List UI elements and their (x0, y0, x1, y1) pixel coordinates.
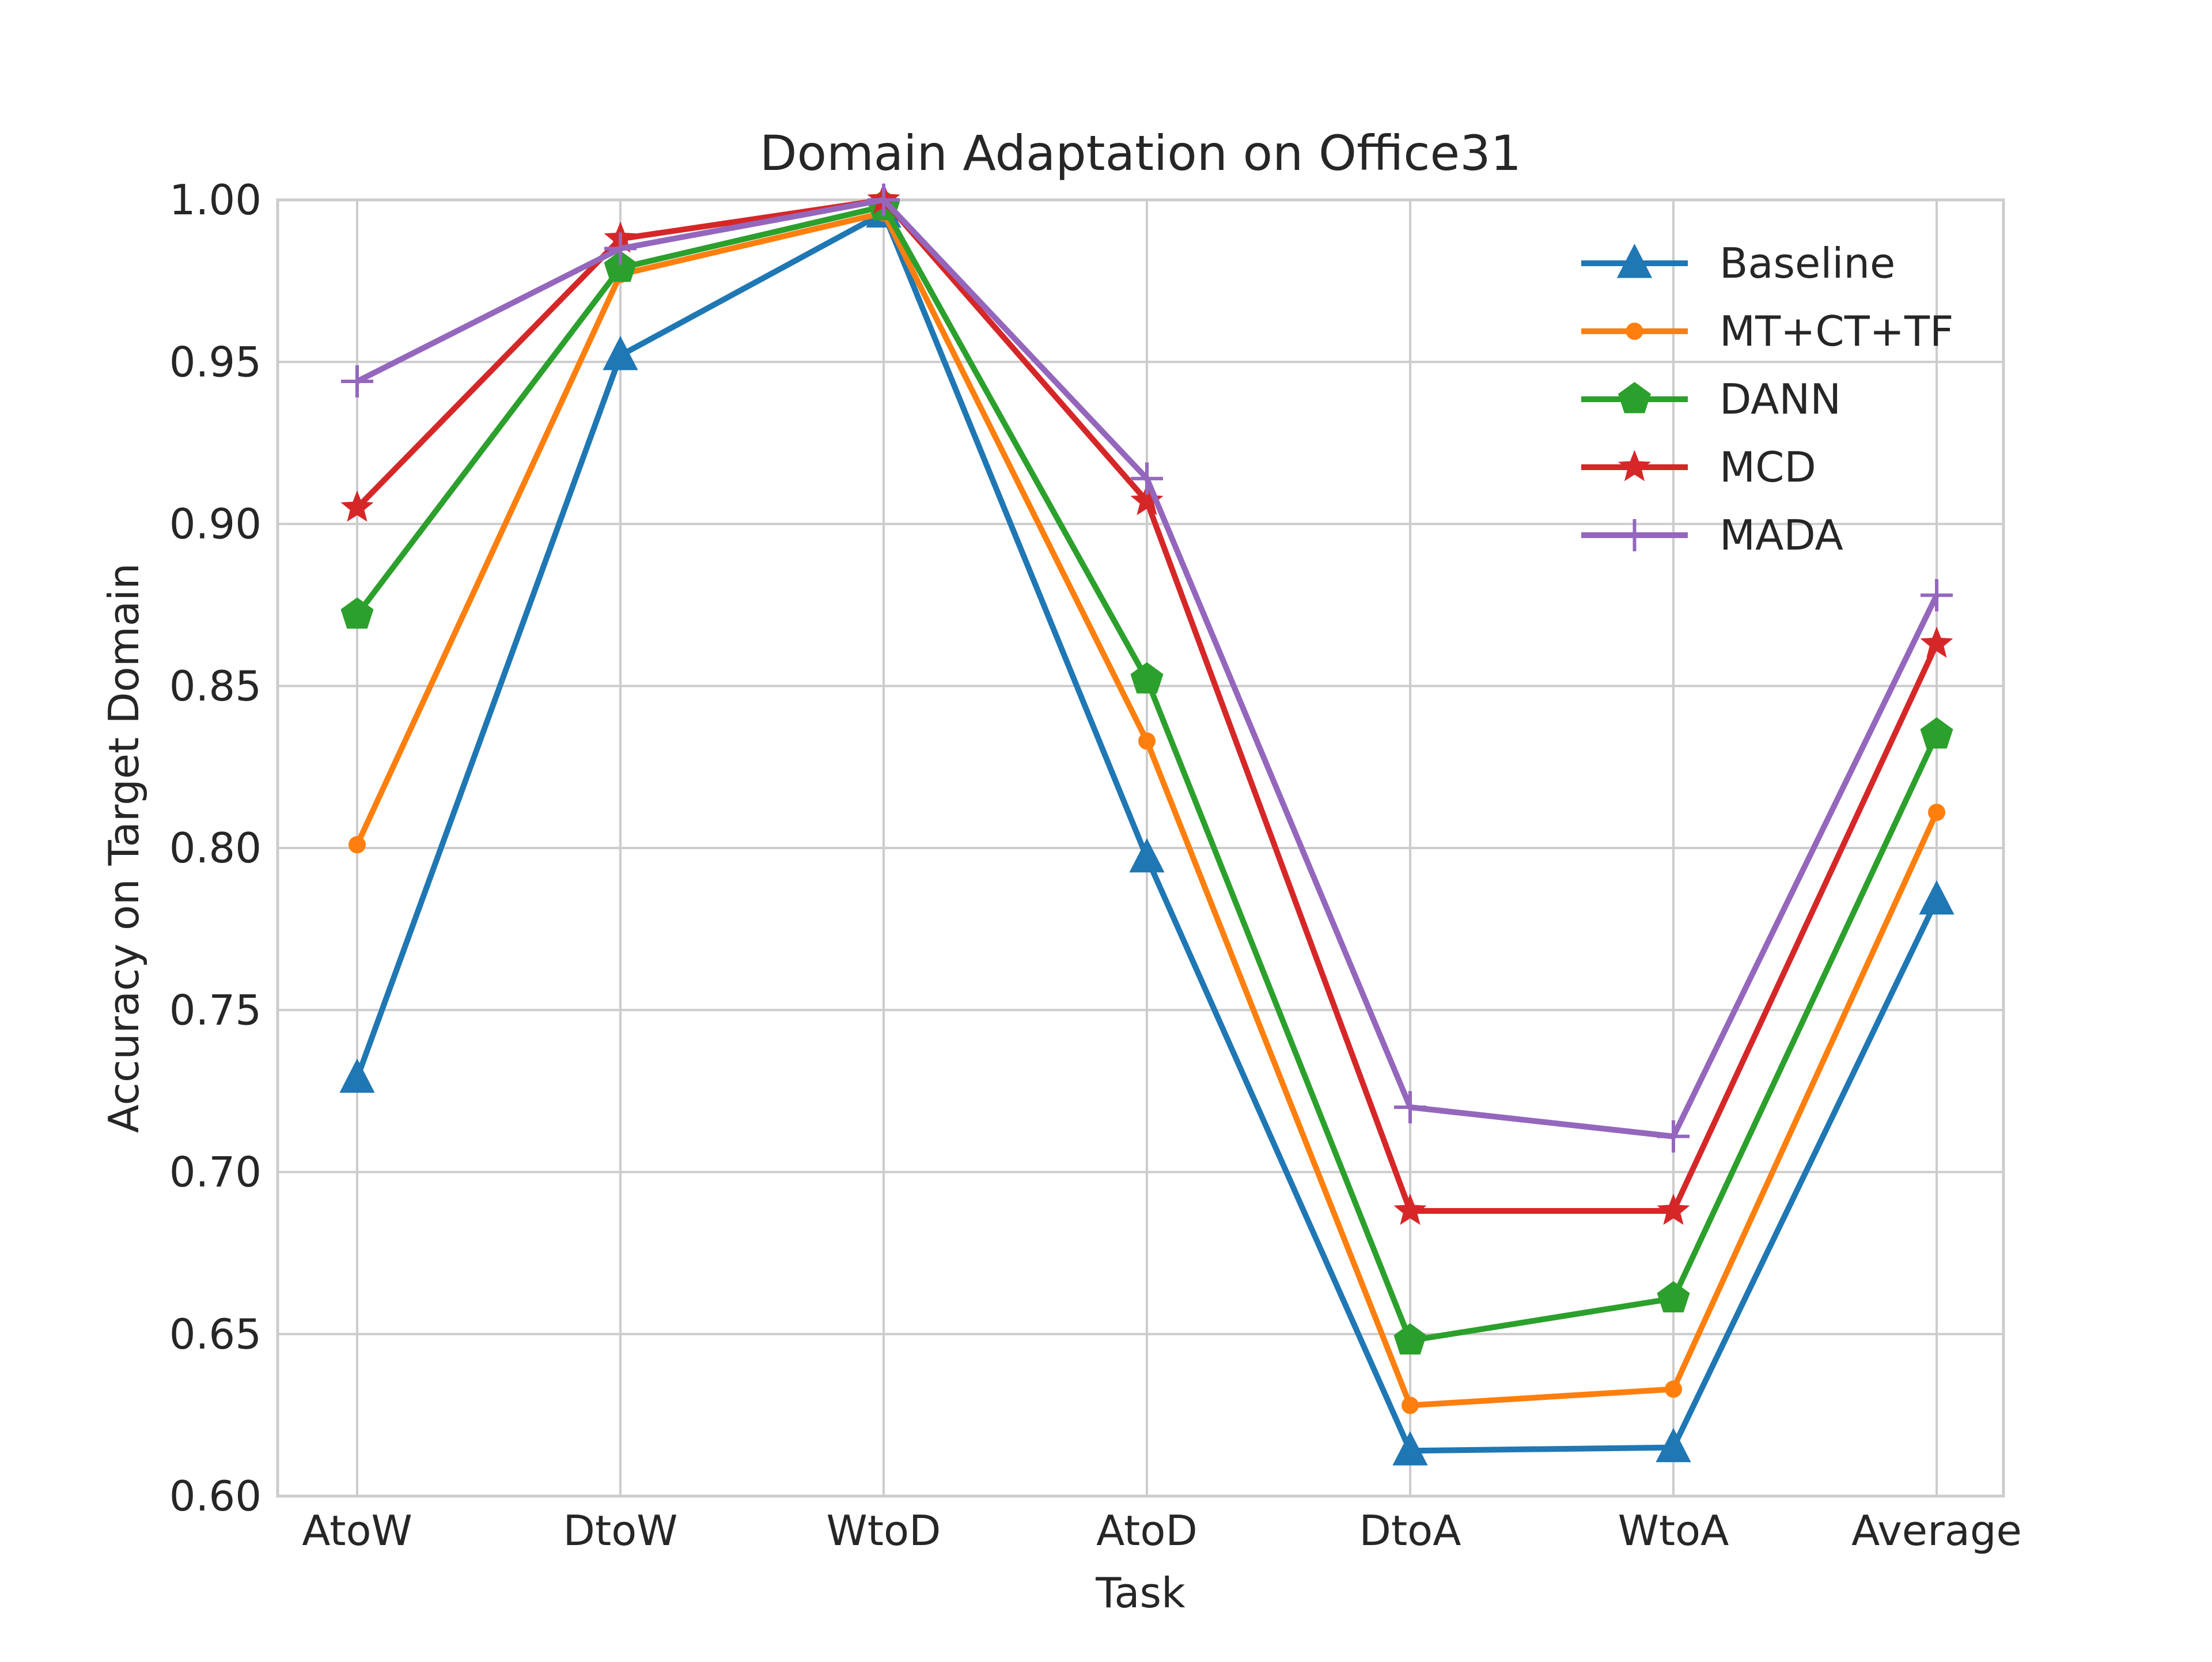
data-point (1394, 1091, 1426, 1123)
y-tick-label: 0.95 (169, 338, 262, 386)
data-point (341, 365, 373, 397)
data-point (1657, 1120, 1690, 1153)
data-point (1131, 462, 1163, 495)
data-point (1130, 484, 1164, 516)
legend-label: DANN (1719, 375, 1841, 423)
y-tick-label: 0.80 (169, 824, 262, 872)
y-tick-label: 0.85 (169, 662, 262, 710)
data-point (1920, 717, 1953, 749)
data-point (1138, 732, 1156, 750)
x-tick-label: Average (1851, 1506, 2022, 1555)
legend-item-mada[interactable]: MADA (1581, 511, 1843, 559)
data-point (1130, 662, 1164, 694)
series-layer (339, 183, 1955, 1466)
data-point (603, 336, 638, 370)
x-axis-label: Task (1095, 1569, 1185, 1617)
x-tick-label: DtoW (563, 1506, 678, 1555)
legend-item-baseline[interactable]: Baseline (1581, 239, 1895, 287)
legend-marker (1618, 519, 1651, 551)
data-point (1393, 1323, 1427, 1355)
legend-item-mcd[interactable]: MCD (1581, 443, 1816, 491)
x-tick-label: AtoD (1096, 1506, 1198, 1555)
y-tick-label: 1.00 (169, 176, 262, 224)
data-point (1393, 1194, 1427, 1225)
data-point (349, 836, 366, 854)
y-tick-label: 0.70 (169, 1148, 262, 1197)
data-point (1657, 1281, 1690, 1313)
data-point (1392, 1431, 1428, 1466)
legend-marker (1618, 382, 1651, 414)
series-baseline (339, 193, 1955, 1466)
data-point (604, 251, 637, 282)
data-point (1921, 579, 1953, 612)
series-mada (341, 184, 1953, 1153)
chart-title: Domain Adaptation on Office31 (760, 125, 1521, 181)
legend-item-mt-ct-tf[interactable]: MT+CT+TF (1581, 307, 1953, 355)
series-dann (340, 189, 1953, 1355)
legend-label: Baseline (1719, 239, 1895, 287)
x-tick-label: WtoD (827, 1506, 941, 1555)
y-tick-label: 0.90 (169, 500, 262, 548)
axis-labels: 0.60 0.65 0.70 0.75 0.80 0.85 0.90 0.95 1.00 AtoW… (169, 176, 2022, 1555)
data-point (339, 1058, 375, 1093)
y-axis-label: Accuracy on Target Domain (100, 563, 148, 1133)
legend-label: MT+CT+TF (1719, 307, 1953, 355)
data-point (1919, 880, 1955, 915)
plot-frame (276, 198, 2005, 1498)
x-tick-label: DtoA (1359, 1506, 1461, 1555)
legend-marker (1626, 323, 1643, 340)
x-tick-label: WtoA (1618, 1506, 1729, 1555)
data-point (1920, 626, 1953, 658)
legend-label: MCD (1719, 443, 1816, 491)
data-point (1656, 1428, 1691, 1463)
legend[interactable]: Baseline MT+CT+TF DANN MCD MADA (1581, 239, 1953, 559)
data-point (340, 597, 374, 629)
data-point (1402, 1396, 1419, 1414)
data-point (604, 232, 637, 265)
data-point (868, 184, 900, 216)
y-tick-label: 0.65 (169, 1310, 262, 1358)
legend-marker (1618, 450, 1651, 482)
y-tick-label: 0.60 (169, 1472, 262, 1520)
legend-marker (1616, 244, 1653, 278)
x-tick-label: AtoW (302, 1506, 412, 1555)
data-point (1657, 1194, 1690, 1225)
data-point (340, 490, 374, 522)
data-point (1665, 1380, 1682, 1398)
legend-label: MADA (1719, 511, 1843, 559)
y-tick-label: 0.75 (169, 986, 262, 1034)
data-point (1928, 804, 1945, 821)
legend-item-dann[interactable]: DANN (1581, 375, 1841, 423)
data-point (1129, 838, 1165, 873)
